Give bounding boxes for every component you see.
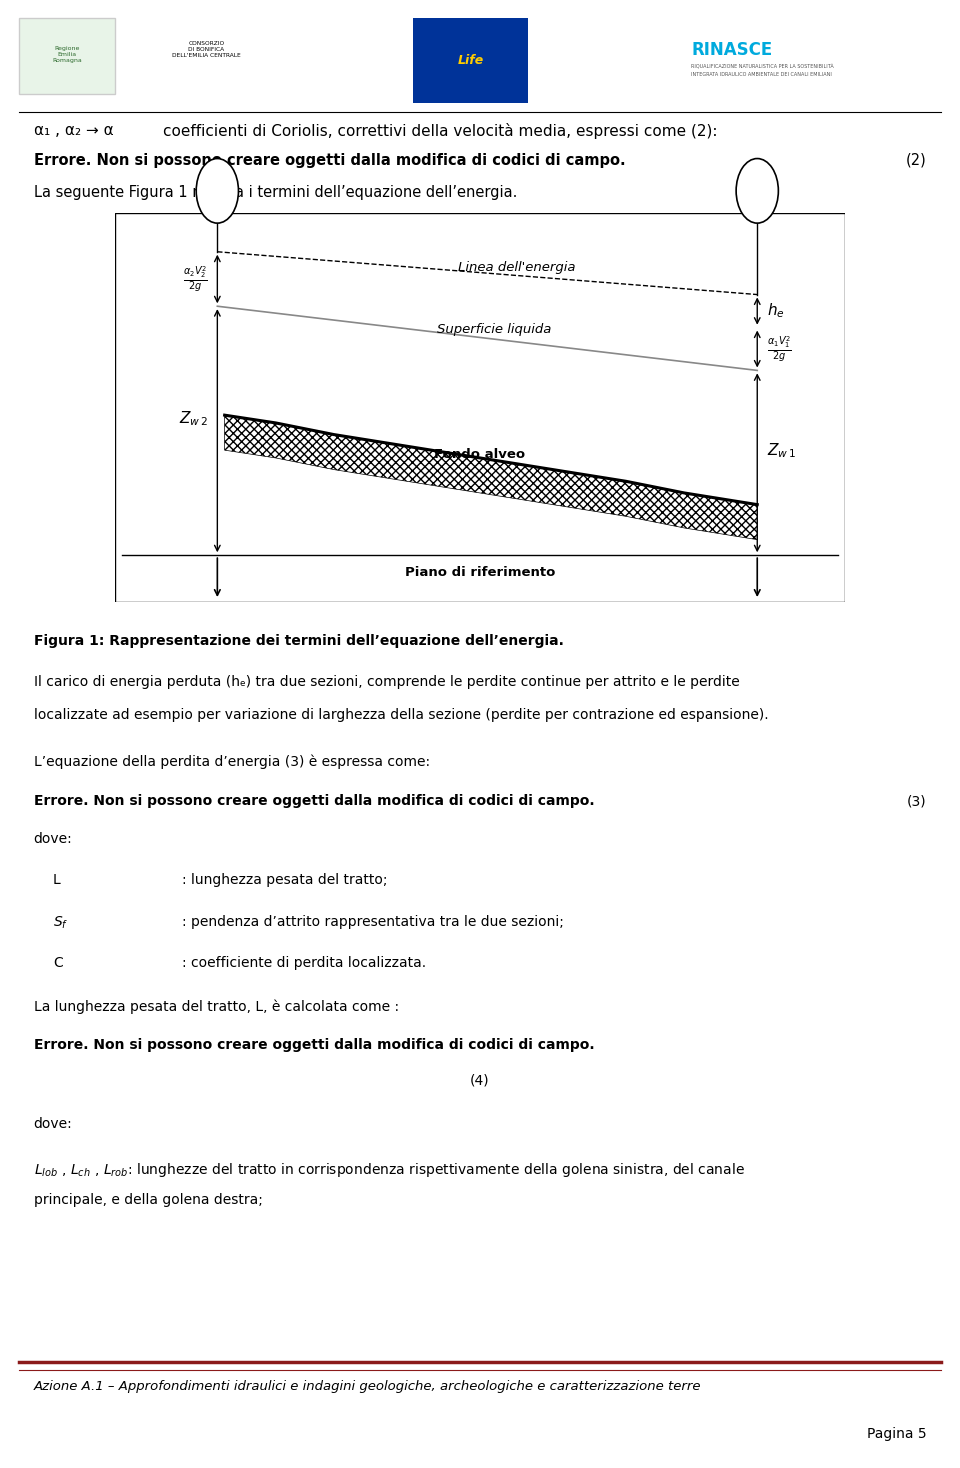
Text: Piano di riferimento: Piano di riferimento: [405, 567, 555, 580]
Text: Errore. Non si possono creare oggetti dalla modifica di codici di campo.: Errore. Non si possono creare oggetti da…: [34, 153, 625, 167]
Text: Errore. Non si possono creare oggetti dalla modifica di codici di campo.: Errore. Non si possono creare oggetti da…: [34, 1038, 594, 1053]
Text: α₁ , α₂ → α: α₁ , α₂ → α: [34, 123, 113, 138]
Text: Superficie liquida: Superficie liquida: [438, 323, 552, 336]
FancyBboxPatch shape: [413, 18, 528, 103]
Text: Errore. Non si possono creare oggetti dalla modifica di codici di campo.: Errore. Non si possono creare oggetti da…: [34, 794, 594, 809]
Text: INTEGRATA IDRAULICO AMBIENTALE DEI CANALI EMILIANI: INTEGRATA IDRAULICO AMBIENTALE DEI CANAL…: [691, 72, 832, 76]
Text: $Z_{w\,1}$: $Z_{w\,1}$: [767, 442, 796, 461]
Text: $\frac{\alpha_1 V_1^2}{2g}$: $\frac{\alpha_1 V_1^2}{2g}$: [767, 335, 792, 364]
Text: dove:: dove:: [34, 832, 72, 847]
Text: Pagina 5: Pagina 5: [867, 1427, 926, 1442]
FancyBboxPatch shape: [149, 18, 264, 103]
Text: CONSORZIO
DI BONIFICA
DELL'EMILIA CENTRALE: CONSORZIO DI BONIFICA DELL'EMILIA CENTRA…: [172, 41, 241, 57]
Text: La lunghezza pesata del tratto, L, è calcolata come :: La lunghezza pesata del tratto, L, è cal…: [34, 1000, 398, 1014]
Text: RIQUALIFICAZIONE NATURALISTICA PER LA SOSTENIBILITÀ: RIQUALIFICAZIONE NATURALISTICA PER LA SO…: [691, 63, 834, 69]
Text: RINASCE: RINASCE: [691, 41, 773, 59]
Text: Linea dell'energia: Linea dell'energia: [458, 261, 575, 275]
Text: $\frac{\alpha_2 V_2^2}{2g}$: $\frac{\alpha_2 V_2^2}{2g}$: [182, 264, 207, 294]
Text: C: C: [53, 956, 62, 970]
FancyBboxPatch shape: [19, 18, 115, 94]
Text: localizzate ad esempio per variazione di larghezza della sezione (perdite per co: localizzate ad esempio per variazione di…: [34, 708, 768, 722]
Text: : pendenza d’attrito rappresentativa tra le due sezioni;: : pendenza d’attrito rappresentativa tra…: [182, 915, 564, 929]
Text: : lunghezza pesata del tratto;: : lunghezza pesata del tratto;: [182, 873, 388, 888]
Text: (2): (2): [905, 153, 926, 167]
Text: Il carico di energia perduta (hₑ) tra due sezioni, comprende le perdite continue: Il carico di energia perduta (hₑ) tra du…: [34, 675, 739, 690]
Text: $h_e$: $h_e$: [767, 302, 784, 320]
Text: $Z_{w\,2}$: $Z_{w\,2}$: [179, 410, 207, 429]
Text: Regione
Emilia
Romagna: Regione Emilia Romagna: [53, 46, 82, 63]
Text: dove:: dove:: [34, 1117, 72, 1132]
Text: L’equazione della perdita d’energia (3) è espressa come:: L’equazione della perdita d’energia (3) …: [34, 755, 430, 769]
Text: L: L: [53, 873, 60, 888]
Polygon shape: [225, 415, 757, 540]
Text: Fondo alveo: Fondo alveo: [435, 448, 525, 461]
Text: 2: 2: [212, 184, 222, 198]
Text: Life: Life: [457, 54, 484, 66]
Text: $L_{lob}$ , $L_{ch}$ , $L_{rob}$: lunghezze del tratto in corrispondenza rispett: $L_{lob}$ , $L_{ch}$ , $L_{rob}$: lunghe…: [34, 1161, 744, 1179]
Text: : coefficiente di perdita localizzata.: : coefficiente di perdita localizzata.: [182, 956, 426, 970]
Text: $S_f$: $S_f$: [53, 915, 68, 931]
Text: (4): (4): [470, 1073, 490, 1088]
Text: Azione A.1 – Approfondimenti idraulici e indagini geologiche, archeologiche e ca: Azione A.1 – Approfondimenti idraulici e…: [34, 1380, 701, 1393]
Text: (3): (3): [907, 794, 926, 809]
Text: principale, e della golena destra;: principale, e della golena destra;: [34, 1193, 262, 1208]
Text: 1: 1: [753, 184, 762, 198]
Text: La seguente Figura 1 mostra i termini dell’equazione dell’energia.: La seguente Figura 1 mostra i termini de…: [34, 185, 517, 200]
Text: Figura 1: Rappresentazione dei termini dell’equazione dell’energia.: Figura 1: Rappresentazione dei termini d…: [34, 634, 564, 649]
Text: coefficienti di Coriolis, correttivi della velocità media, espressi come (2):: coefficienti di Coriolis, correttivi del…: [163, 123, 718, 139]
